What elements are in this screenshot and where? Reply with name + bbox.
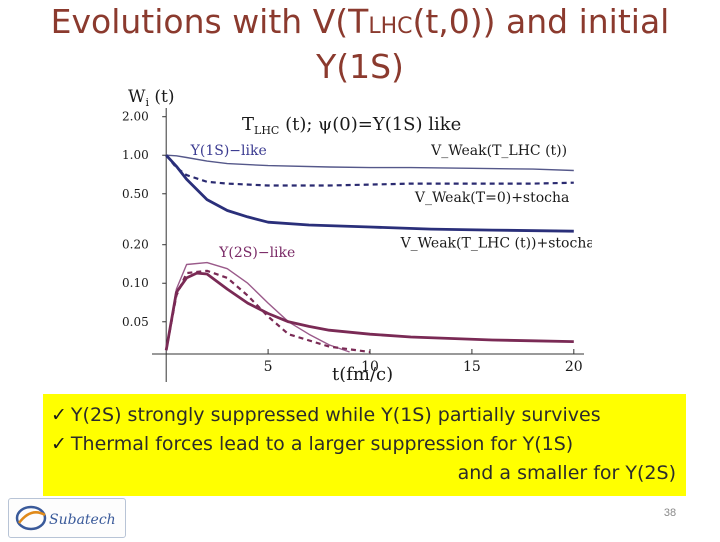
bullet-text: Y(2S) strongly suppressed while Y(1S) pa… [70, 404, 601, 426]
series-line-2S-solid-thick [164, 271, 574, 351]
chart-annotation: Υ(2S)−like [218, 245, 295, 261]
x-tick-label: 5 [264, 359, 273, 375]
y-tick-label: 0.20 [122, 238, 149, 252]
page-number: 38 [663, 507, 677, 519]
chart-svg: Wi (t) TLHC (t); ψ(0)=Υ(1S) like t(fm/c)… [122, 87, 592, 382]
y-tick-label: 2.00 [122, 110, 149, 124]
chart-title: TLHC (t); ψ(0)=Υ(1S) like [242, 114, 461, 137]
y-axis-label: Wi (t) [128, 87, 175, 109]
bullet-text: Thermal forces lead to a larger suppress… [70, 433, 574, 455]
logo-graphic: Subatech [15, 505, 116, 531]
slide-title-line2: Y(1S) [316, 47, 404, 86]
check-icon: ✓ [51, 433, 67, 455]
x-tick-label: 15 [463, 359, 481, 375]
chart-annotation: Υ(1S)−like [190, 143, 267, 159]
chart-annotation: V_Weak(T_LHC (t))+stocha [400, 236, 592, 252]
logo-text: Subatech [49, 512, 116, 528]
x-tick-label: 20 [565, 359, 583, 375]
series-line-1S-solid-thick [165, 154, 574, 233]
chart-annotation: V_Weak(T=0)+stocha [414, 190, 570, 206]
x-axis-label: t(fm/c) [332, 364, 393, 382]
y-tick-label: 0.10 [122, 276, 149, 290]
series-line-2S-solid-thin [165, 261, 350, 353]
series-line-1S-solid-thin [166, 154, 574, 172]
y-tick-label: 1.00 [122, 148, 149, 162]
bullet-note-box: ✓ Y(2S) strongly suppressed while Y(1S) p… [43, 394, 686, 496]
check-icon: ✓ [51, 404, 67, 426]
chart: Wi (t) TLHC (t); ψ(0)=Υ(1S) like t(fm/c)… [120, 84, 592, 382]
slide-title-subscript: LHC [368, 14, 413, 39]
y-tick-label: 0.05 [122, 315, 149, 329]
chart-annotation: V_Weak(T_LHC (t)) [430, 143, 567, 159]
bullet-continuation: and a smaller for Y(2S) [457, 462, 676, 484]
slide-title-part: (t,0)) and initial [412, 2, 670, 41]
bullet-item: ✓ Y(2S) strongly suppressed while Y(1S) p… [51, 404, 601, 426]
subatech-logo: Subatech [8, 498, 126, 538]
bullet-item: ✓ Thermal forces lead to a larger suppres… [51, 433, 573, 455]
y-tick-label: 0.50 [122, 187, 149, 201]
x-tick-label: 10 [361, 359, 379, 375]
series-line-1S-dashed [165, 154, 574, 187]
slide-title-part: Evolutions with V(T [50, 2, 369, 41]
slide-title: Evolutions with V(TLHC(t,0)) and initial… [0, 2, 720, 87]
series-line-2S-dashed [165, 269, 371, 354]
